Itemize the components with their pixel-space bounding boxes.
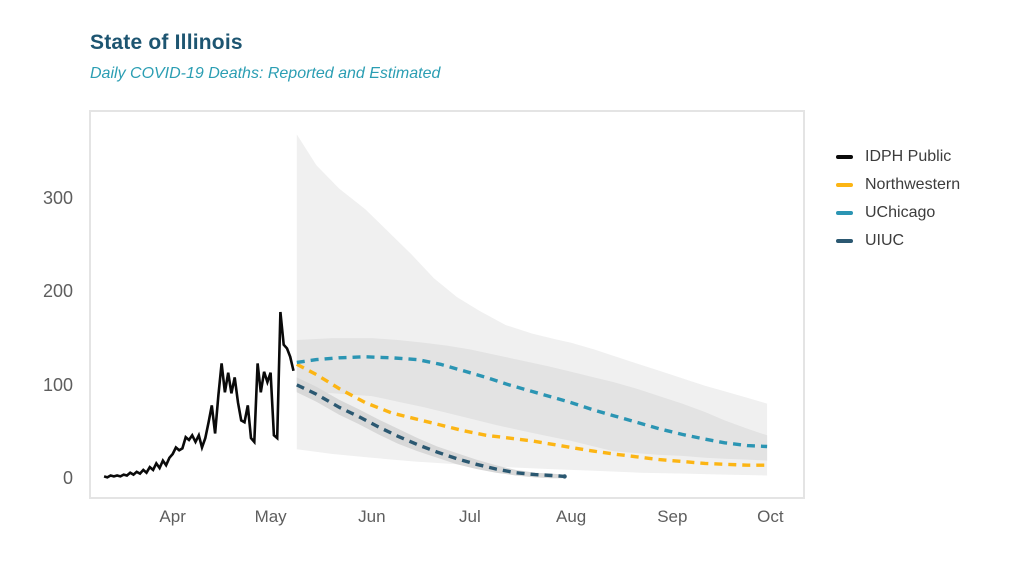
legend: IDPH Public Northwestern UChicago UIUC	[836, 147, 960, 259]
chart-canvas	[103, 134, 768, 479]
legend-label: UIUC	[865, 231, 905, 249]
page-title: State of Illinois	[90, 31, 243, 54]
y-tick-label: 100	[42, 374, 73, 395]
legend-swatch-uiuc	[836, 238, 853, 243]
series-line-uiuc	[296, 383, 565, 479]
legend-label: IDPH Public	[865, 147, 952, 165]
legend-item-northwestern: Northwestern	[836, 175, 960, 194]
legend-swatch-idph-public	[836, 154, 853, 159]
series-end-dot-uiuc	[562, 474, 567, 479]
x-tick-label-apr: Apr	[159, 507, 186, 526]
x-tick-label-sep: Sep	[657, 507, 688, 526]
x-tick-label-may: May	[254, 507, 287, 526]
band-uchicago-inner-interval	[296, 338, 768, 461]
legend-swatch-northwestern	[836, 182, 853, 187]
y-tick-label: 0	[62, 468, 73, 489]
series-line-northwestern	[296, 362, 768, 467]
x-tick-label-oct: Oct	[757, 507, 784, 526]
x-tick-label-jun: Jun	[358, 507, 386, 526]
legend-item-idph-public: IDPH Public	[836, 147, 960, 166]
y-tick-label: 200	[42, 281, 73, 302]
legend-swatch-uchicago	[836, 210, 853, 215]
legend-label: Northwestern	[865, 175, 961, 193]
legend-label: UChicago	[865, 203, 936, 221]
plot-area	[89, 110, 805, 499]
legend-item-uchicago: UChicago	[836, 203, 960, 222]
y-tick-label: 300	[42, 187, 73, 208]
series-line-uchicago	[296, 355, 768, 449]
legend-item-uiuc: UIUC	[836, 231, 960, 250]
x-tick-label-jul: Jul	[458, 507, 481, 526]
x-tick-label-aug: Aug	[555, 507, 587, 526]
page-subtitle: Daily COVID-19 Deaths: Reported and Esti…	[90, 65, 441, 82]
series-line-idph-public	[103, 311, 295, 479]
